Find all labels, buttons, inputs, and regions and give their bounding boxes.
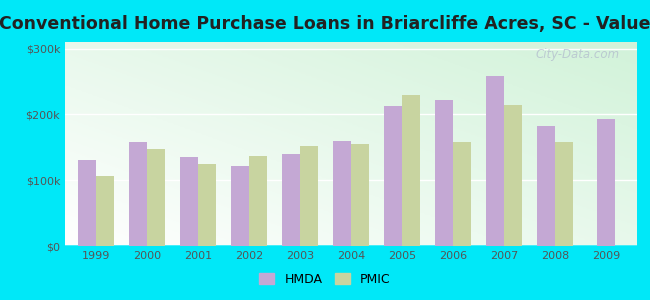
Bar bbox=[129, 142, 147, 246]
Bar bbox=[333, 141, 351, 246]
Bar bbox=[538, 126, 555, 246]
Bar bbox=[555, 142, 573, 246]
Bar bbox=[231, 166, 249, 246]
Bar bbox=[300, 146, 318, 246]
Bar bbox=[384, 106, 402, 246]
Bar bbox=[78, 160, 96, 246]
Bar bbox=[486, 76, 504, 246]
Bar bbox=[504, 104, 522, 246]
Bar bbox=[453, 142, 471, 246]
Legend: HMDA, PMIC: HMDA, PMIC bbox=[254, 268, 396, 291]
Bar bbox=[282, 154, 300, 246]
Bar bbox=[402, 94, 420, 246]
Bar bbox=[597, 119, 616, 246]
Bar bbox=[180, 157, 198, 246]
Bar bbox=[147, 148, 164, 246]
Bar bbox=[436, 100, 453, 246]
Text: City-Data.com: City-Data.com bbox=[536, 48, 620, 61]
Bar bbox=[96, 176, 114, 246]
Text: Conventional Home Purchase Loans in Briarcliffe Acres, SC - Value: Conventional Home Purchase Loans in Bria… bbox=[0, 15, 650, 33]
Bar bbox=[249, 156, 266, 246]
Bar bbox=[198, 164, 216, 246]
Bar bbox=[351, 144, 369, 246]
